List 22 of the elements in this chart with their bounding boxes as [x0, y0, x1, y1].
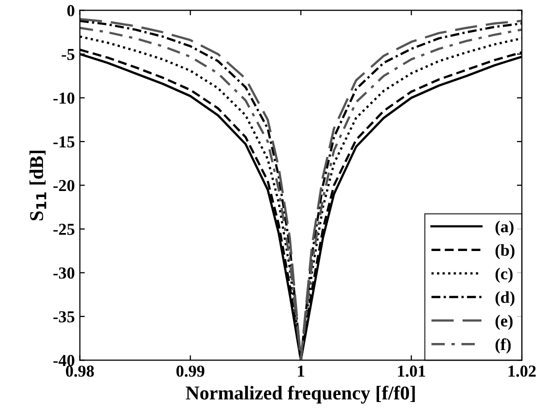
x-tick-label: 0.99 — [176, 366, 204, 377]
x-tick-label: 1.02 — [508, 366, 536, 377]
y-tick-label: -40 — [53, 354, 74, 366]
y-tick-label: -15 — [53, 136, 74, 148]
y-tick-label: -20 — [53, 180, 74, 192]
y-tick-label: 0 — [67, 5, 74, 16]
x-axis-title: Normalized frequency [f/f0] — [186, 386, 415, 404]
x-tick-label: 1 — [298, 366, 304, 377]
legend-label: (b) — [496, 244, 514, 260]
y-tick-label: -35 — [53, 311, 74, 322]
legend-label: (d) — [496, 291, 514, 306]
y-tick-label: -30 — [53, 267, 74, 279]
y-tick-label: -10 — [53, 92, 74, 104]
legend-label: (a) — [496, 220, 514, 236]
y-axis-title: S$_{11}$ [dB] — [29, 150, 46, 220]
y-tick-label: -5 — [62, 48, 74, 60]
legend-label: (e) — [496, 314, 513, 330]
legend-label: (f) — [496, 338, 511, 354]
x-tick-label: 1.01 — [398, 366, 426, 377]
legend-label: (c) — [496, 268, 513, 283]
y-tick-label: -25 — [53, 224, 74, 235]
x-tick-label: 0.98 — [66, 366, 94, 377]
